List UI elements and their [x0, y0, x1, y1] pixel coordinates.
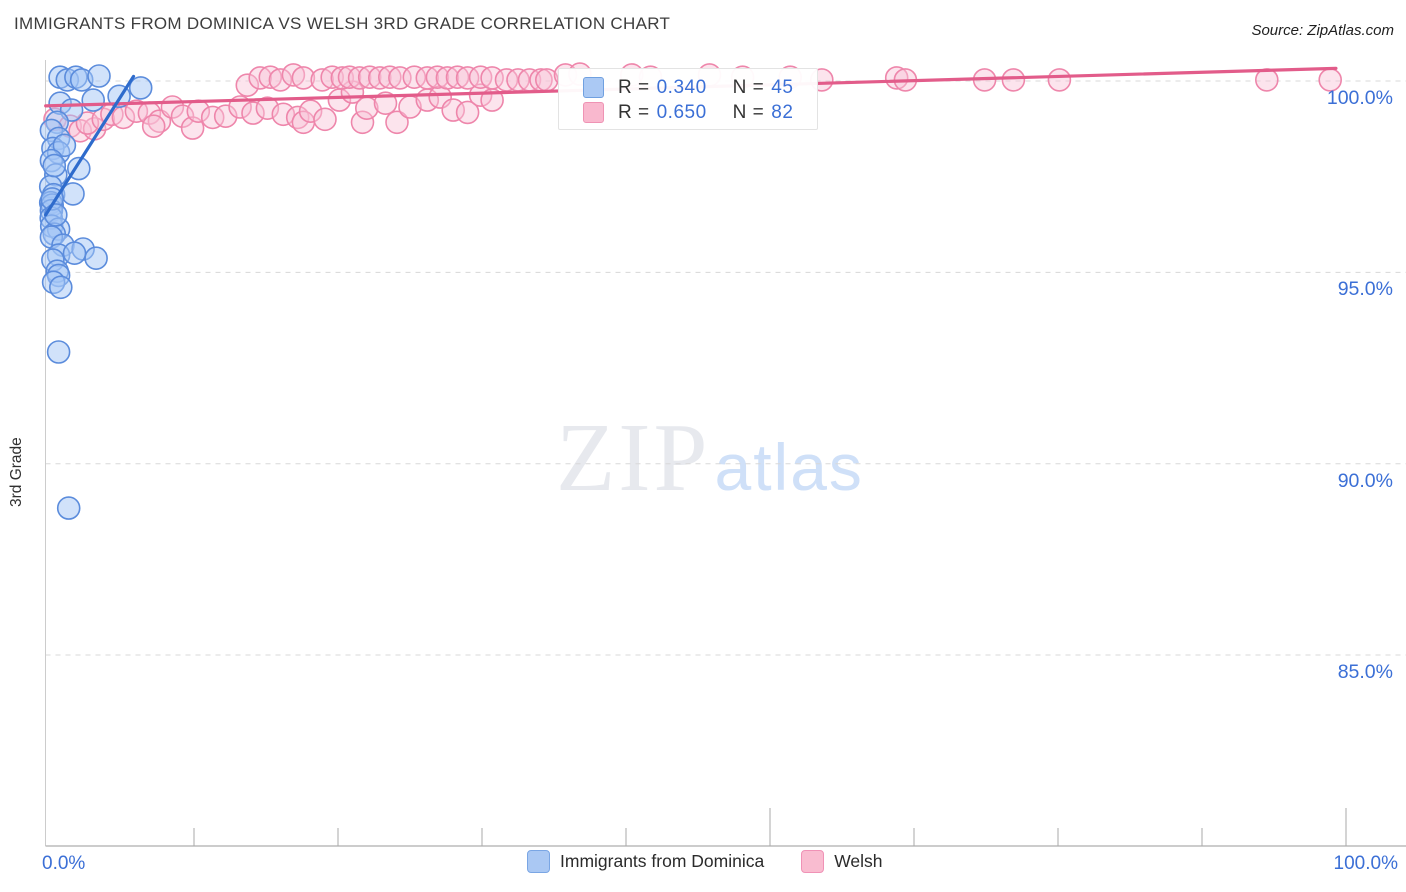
legend-label-dominica: Immigrants from Dominica	[560, 851, 765, 871]
data-point-welsh[interactable]	[347, 66, 372, 90]
data-point-welsh[interactable]	[377, 65, 402, 89]
data-point-welsh[interactable]	[291, 66, 316, 90]
data-point-welsh[interactable]	[268, 68, 293, 92]
r-value-dominica: 0.340	[656, 76, 707, 98]
data-point-dominica[interactable]	[87, 64, 111, 88]
dominica-legend-swatch-icon	[527, 850, 550, 873]
data-point-welsh[interactable]	[330, 66, 355, 90]
data-point-welsh[interactable]	[415, 66, 440, 90]
trend-line-dominica	[44, 74, 136, 217]
data-point-dominica[interactable]	[62, 241, 87, 265]
source-credit: Source: ZipAtlas.com	[1251, 22, 1394, 39]
r-label: R =	[618, 101, 650, 123]
legend-item-welsh[interactable]: Welsh	[801, 850, 883, 873]
data-point-welsh[interactable]	[455, 100, 480, 125]
series-legend: Immigrants from Dominica Welsh	[527, 850, 883, 873]
data-point-welsh[interactable]	[1047, 68, 1072, 92]
welsh-swatch-icon	[583, 102, 604, 123]
n-value-welsh: 82	[771, 101, 794, 123]
dominica-swatch-icon	[583, 77, 604, 98]
data-point-welsh[interactable]	[235, 73, 260, 97]
data-point-welsh[interactable]	[357, 65, 382, 89]
data-point-dominica[interactable]	[56, 496, 81, 520]
data-point-welsh[interactable]	[468, 83, 493, 107]
n-label: N =	[732, 101, 765, 123]
data-point-welsh[interactable]	[241, 101, 265, 125]
data-point-welsh[interactable]	[385, 110, 409, 135]
legend-item-dominica[interactable]: Immigrants from Dominica	[527, 850, 764, 873]
data-point-welsh[interactable]	[435, 66, 460, 90]
data-point-welsh[interactable]	[884, 66, 909, 90]
y-tick-label-95: 95.0%	[1337, 278, 1393, 300]
legend-label-welsh: Welsh	[834, 851, 883, 871]
data-point-welsh[interactable]	[455, 66, 480, 90]
data-point-dominica[interactable]	[48, 275, 73, 300]
data-point-dominica[interactable]	[81, 88, 105, 112]
data-point-welsh[interactable]	[441, 98, 466, 122]
data-point-welsh[interactable]	[1001, 68, 1026, 92]
data-point-welsh[interactable]	[402, 65, 427, 89]
y-tick-label-90: 90.0%	[1337, 470, 1393, 492]
data-point-welsh[interactable]	[200, 105, 225, 130]
y-axis-title: 3rd Grade	[8, 437, 25, 507]
data-point-welsh[interactable]	[141, 114, 166, 138]
data-point-welsh[interactable]	[367, 66, 392, 90]
data-point-dominica[interactable]	[84, 246, 108, 271]
n-value-dominica: 45	[771, 76, 794, 98]
data-point-welsh[interactable]	[213, 104, 238, 128]
n-label: N =	[732, 76, 765, 98]
data-point-welsh[interactable]	[313, 107, 337, 132]
data-point-dominica[interactable]	[128, 76, 153, 100]
data-point-welsh[interactable]	[248, 66, 273, 90]
welsh-legend-swatch-icon	[801, 850, 825, 873]
data-point-welsh[interactable]	[320, 65, 345, 89]
data-point-welsh[interactable]	[271, 102, 296, 127]
stats-row-dominica: R = 0.340 N = 45	[583, 75, 817, 100]
y-tick-label-100: 100.0%	[1326, 87, 1393, 109]
data-point-welsh[interactable]	[425, 65, 450, 89]
data-point-welsh[interactable]	[337, 65, 362, 89]
x-tick-label-0: 0.0%	[42, 853, 86, 874]
y-tick-label-85: 85.0%	[1337, 661, 1393, 683]
data-point-dominica[interactable]	[46, 340, 71, 364]
data-point-welsh[interactable]	[445, 65, 470, 89]
data-point-welsh[interactable]	[350, 110, 375, 135]
data-point-welsh[interactable]	[298, 99, 323, 123]
data-point-dominica[interactable]	[52, 133, 77, 158]
data-point-dominica[interactable]	[43, 203, 68, 227]
x-tick-label-100: 100.0%	[1333, 853, 1398, 874]
r-value-welsh: 0.650	[656, 101, 707, 123]
r-label: R =	[618, 76, 650, 98]
correlation-stats-legend: R = 0.340 N = 45 R = 0.650 N = 82	[558, 68, 818, 130]
page-title: IMMIGRANTS FROM DOMINICA VS WELSH 3RD GR…	[14, 14, 671, 33]
data-point-dominica[interactable]	[42, 153, 67, 178]
stats-row-welsh: R = 0.650 N = 82	[583, 100, 817, 125]
